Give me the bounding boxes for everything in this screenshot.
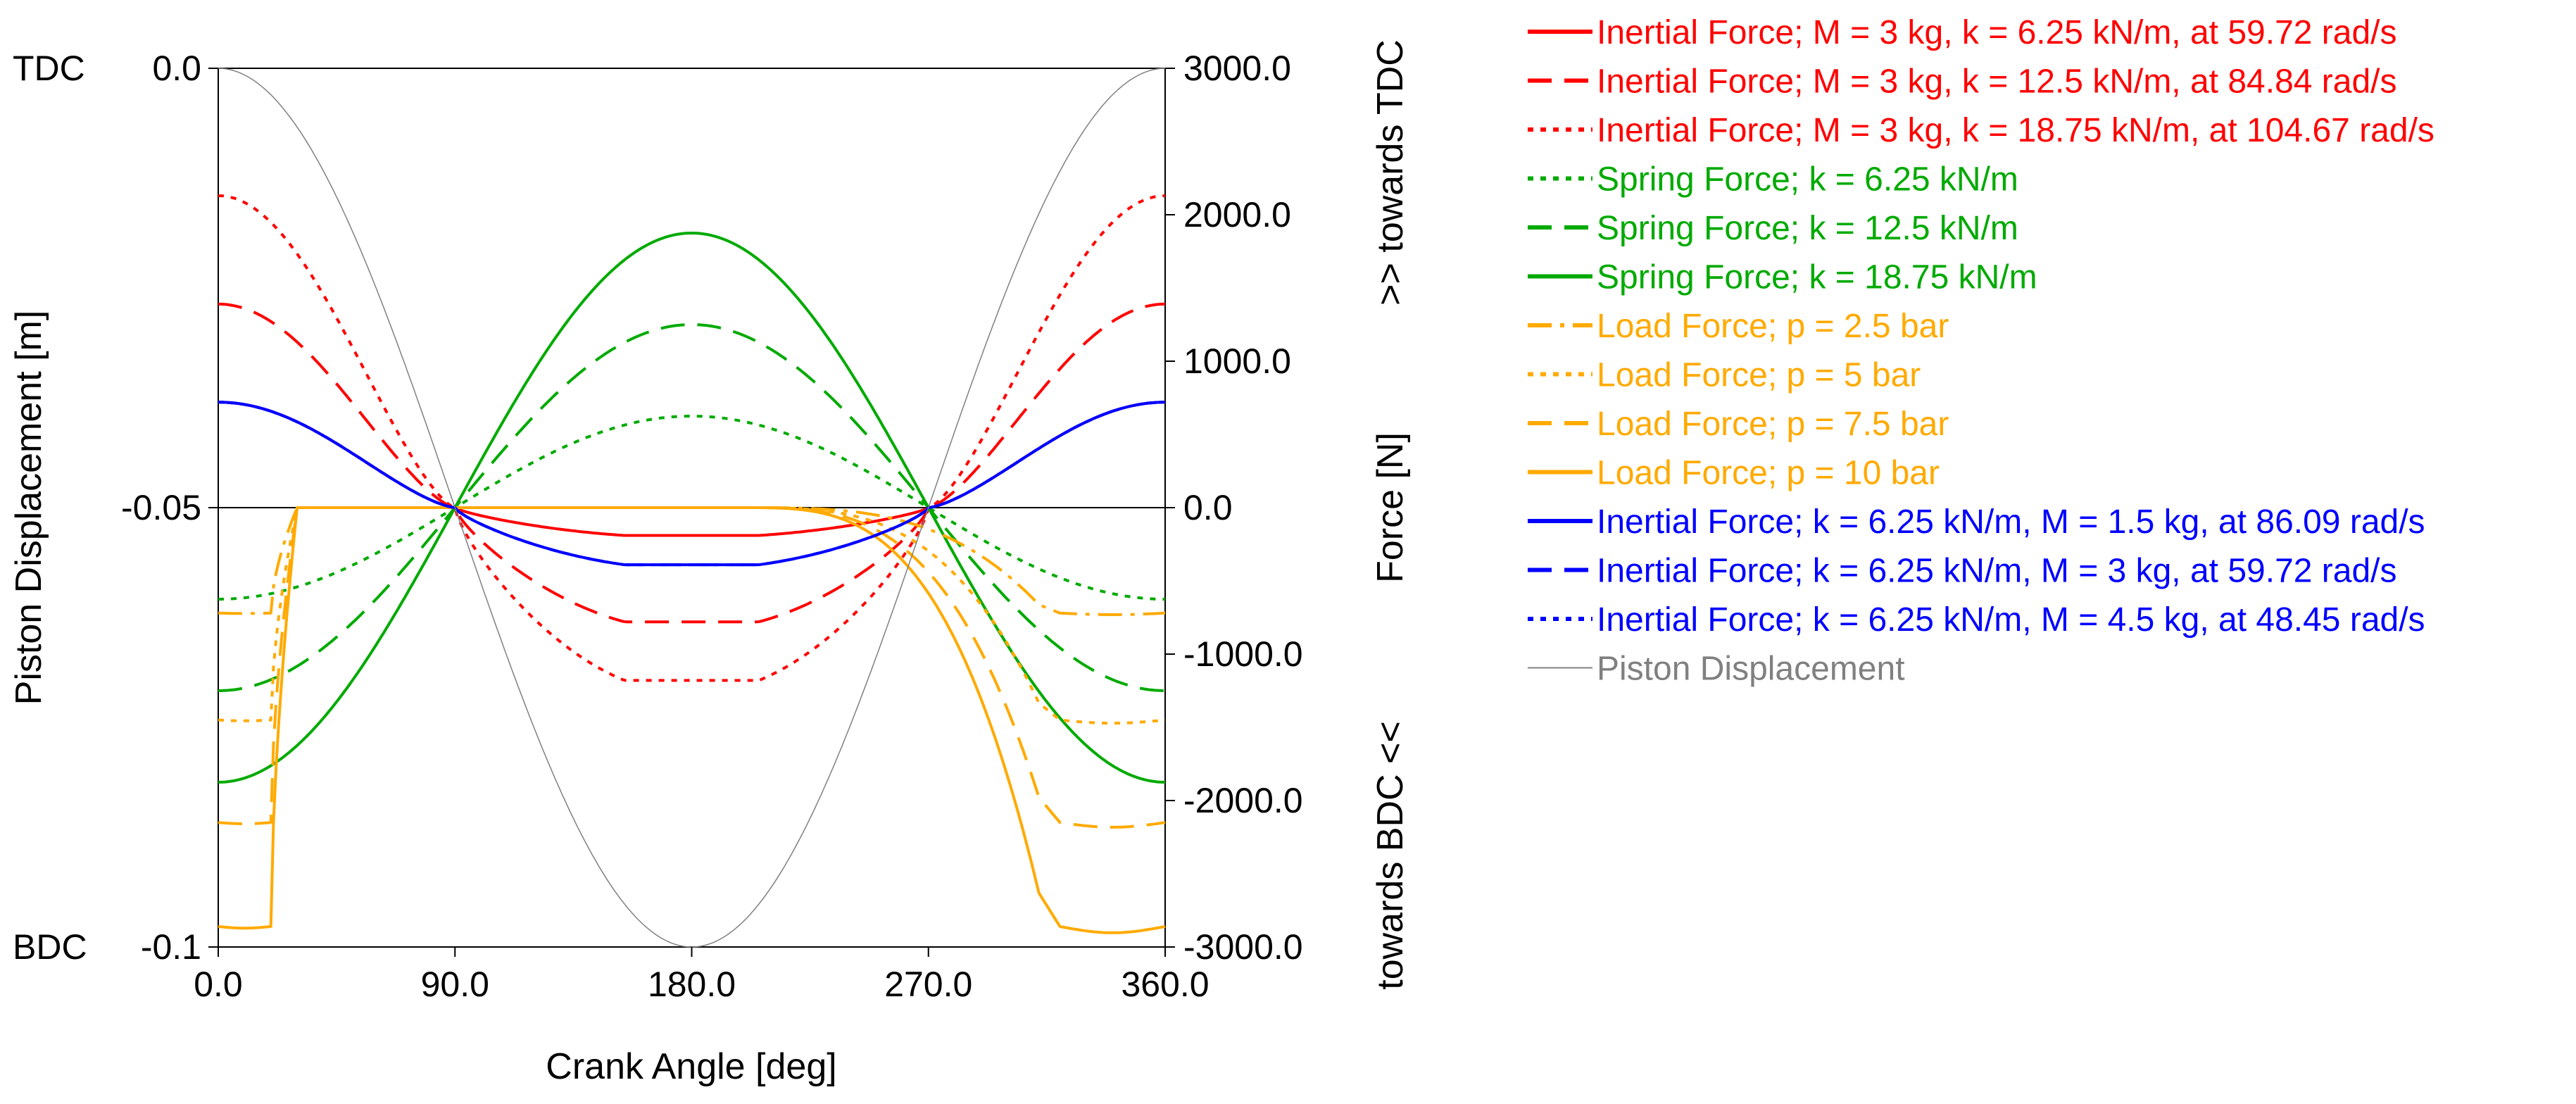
left-axis-title: Piston Displacement [m] (8, 310, 49, 705)
legend: Inertial Force; M = 3 kg, k = 6.25 kN/m,… (1528, 14, 2434, 688)
legend-label: Inertial Force; M = 3 kg, k = 12.5 kN/m,… (1597, 63, 2397, 101)
legend-label: Piston Displacement (1597, 651, 1905, 688)
right-tick-label: 0.0 (1183, 488, 1233, 527)
x-tick-label: 360.0 (1121, 965, 1209, 1004)
x-axis-title: Crank Angle [deg] (546, 1046, 836, 1087)
plot-area (218, 68, 1166, 948)
right-axis-title: Force [N] (1370, 432, 1411, 583)
legend-label: Inertial Force; k = 6.25 kN/m, M = 1.5 k… (1597, 503, 2425, 541)
legend-label: Inertial Force; M = 3 kg, k = 18.75 kN/m… (1597, 112, 2434, 149)
series-line-spring-force-k-12-5-kn-m (218, 323, 1165, 692)
series-line-load-force-p-10-bar (218, 506, 1166, 934)
x-axis-ticks: 0.0 90.0 180.0 270.0 360.0 (194, 947, 1210, 1004)
series-line-inertial-force-m-3-kg-k-18-75-kn-m-at-104-67-rad-s (218, 194, 1166, 682)
series-line-inertial-force-m-3-kg-k-6-25-kn-m-at-59-72-rad-s (218, 401, 1166, 537)
legend-label: Inertial Force; k = 6.25 kN/m, M = 4.5 k… (1597, 601, 2425, 639)
series-line-load-force-p-2-5-bar (218, 506, 1166, 616)
x-tick-label: 0.0 (194, 965, 243, 1004)
legend-label: Load Force; p = 2.5 bar (1597, 308, 1949, 345)
left-tick-label: 0.0 (152, 49, 201, 88)
left-axis-ticks: 0.0 TDC -0.05 -0.1 BDC (13, 49, 218, 967)
tdc-bdc-label: BDC (13, 927, 87, 967)
series-line-spring-force-k-6-25-kn-m (218, 415, 1165, 601)
legend-label: Spring Force; k = 12.5 kN/m (1597, 210, 2018, 247)
left-tick-label: -0.05 (121, 488, 201, 527)
legend-label: Spring Force; k = 18.75 kN/m (1597, 259, 2037, 296)
right-tick-label: -3000.0 (1183, 927, 1303, 967)
legend-label: Load Force; p = 5 bar (1597, 357, 1921, 394)
right-tick-label: 1000.0 (1183, 341, 1291, 381)
tdc-bdc-label: TDC (13, 49, 85, 88)
x-tick-label: 90.0 (421, 965, 489, 1004)
right-tick-label: -2000.0 (1183, 781, 1303, 820)
series-line-inertial-force-k-6-25-kn-m-m-1-5-kg-at-86-09-rad-s (218, 401, 1166, 567)
legend-label: Load Force; p = 10 bar (1597, 455, 1940, 492)
towards-tdc-annotation: >> towards TDC (1370, 39, 1411, 306)
series-line-inertial-force-m-3-kg-k-12-5-kn-m-at-84-84-rad-s (218, 302, 1165, 624)
legend-label: Spring Force; k = 6.25 kN/m (1597, 161, 2018, 199)
series-line-inertial-force-k-6-25-kn-m-m-4-5-kg-at-48-45-rad-s (218, 401, 1166, 567)
legend-label: Inertial Force; M = 3 kg, k = 6.25 kN/m,… (1597, 14, 2397, 51)
right-tick-label: -1000.0 (1183, 634, 1303, 674)
left-tick-label: -0.1 (141, 927, 201, 967)
series-group (218, 68, 1166, 948)
right-tick-label: 2000.0 (1183, 195, 1291, 234)
right-axis-ticks: 3000.0 2000.0 1000.0 0.0 -1000.0 -2000.0 -3000… (1165, 49, 1303, 967)
legend-label: Inertial Force; k = 6.25 kN/m, M = 3 kg,… (1597, 553, 2397, 590)
towards-bdc-annotation: towards BDC << (1370, 721, 1411, 990)
right-tick-label: 3000.0 (1183, 49, 1291, 88)
x-tick-label: 270.0 (884, 965, 972, 1004)
x-tick-label: 180.0 (648, 965, 736, 1004)
legend-label: Load Force; p = 7.5 bar (1597, 406, 1949, 443)
series-line-inertial-force-k-6-25-kn-m-m-3-kg-at-59-72-rad-s (218, 401, 1166, 567)
